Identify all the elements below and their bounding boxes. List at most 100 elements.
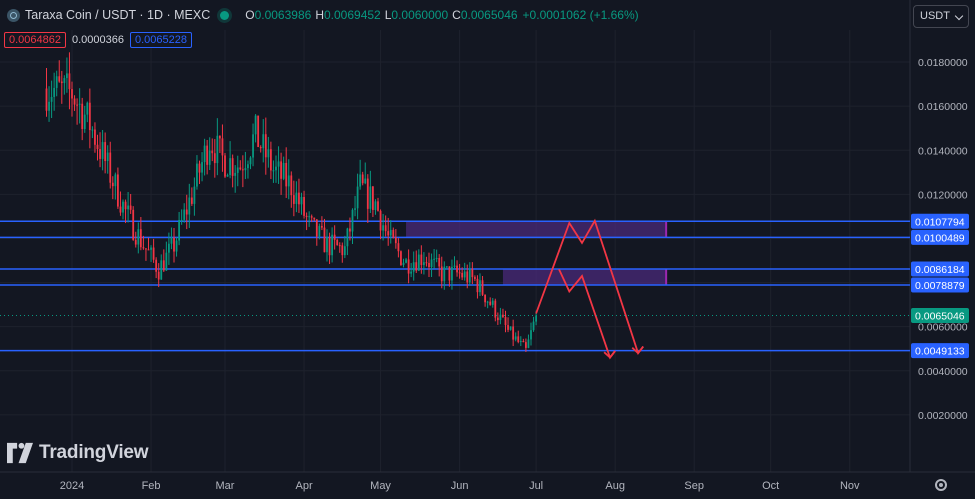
time-tick-label: Sep (684, 480, 704, 492)
candle-body (430, 259, 433, 268)
candle-body (310, 216, 313, 218)
market-status-icon (220, 10, 230, 20)
level-price-tag (911, 277, 969, 293)
sell-price-button[interactable]: 0.0064862 (4, 32, 66, 48)
candle-body (81, 103, 84, 130)
candle-body (303, 196, 305, 216)
candle-body (402, 262, 405, 266)
last-price-label: 0.0065046 (915, 311, 965, 323)
candle-body (463, 271, 466, 278)
candle-body (474, 277, 476, 279)
candle-body (280, 161, 282, 179)
candle-body (190, 197, 193, 204)
time-tick-label: Aug (605, 480, 625, 492)
candle-body (389, 229, 392, 236)
time-tick-label: May (370, 480, 391, 492)
candle-body (326, 237, 328, 253)
candle-body (53, 87, 56, 97)
candle-body (213, 153, 216, 164)
price-zone (502, 268, 667, 286)
projection-arrowhead (631, 345, 644, 355)
candle-body (96, 144, 99, 150)
candle-body (382, 225, 384, 231)
candle-body (400, 251, 402, 266)
candle-body (331, 234, 333, 256)
candle-body (517, 336, 520, 342)
candle-body (351, 209, 354, 232)
candle-body (201, 162, 203, 173)
tradingview-wordmark: TradingView (39, 442, 149, 463)
high-value: 0.0069452 (323, 8, 381, 22)
candle-body (277, 161, 280, 167)
candle-body (122, 201, 124, 213)
candle-body (60, 81, 63, 84)
candle-body (71, 89, 73, 99)
candle-body (139, 229, 142, 248)
candle-body (55, 76, 58, 88)
candle-body (170, 237, 173, 244)
candle-body (343, 246, 346, 256)
candle-body (305, 215, 308, 218)
level-price-label: 0.0100489 (915, 232, 965, 244)
last-price-tag (911, 308, 969, 324)
price-tick-label: 0.0020000 (918, 410, 968, 422)
candle-body (366, 178, 369, 209)
candle-body (162, 260, 165, 271)
close-key: C (452, 8, 461, 22)
candle-body (346, 228, 349, 247)
candle-body (173, 237, 175, 252)
candle-body (147, 249, 150, 251)
candle-body (356, 186, 359, 209)
candle-body (114, 174, 117, 187)
price-tick-label: 0.0180000 (918, 57, 968, 69)
candle-body (318, 225, 321, 237)
candle-body (407, 259, 410, 274)
candle-body (423, 262, 425, 265)
candle-body (137, 229, 140, 245)
candle-body (489, 301, 492, 305)
candle-body (466, 271, 469, 283)
candle-body (387, 231, 390, 236)
candle-body (88, 102, 91, 131)
candle-body (231, 158, 234, 176)
candle-body (384, 225, 387, 232)
candle-body (127, 205, 129, 210)
time-tick-label: Nov (840, 480, 860, 492)
candle-body (471, 268, 474, 278)
candle-body (328, 237, 331, 256)
candle-body (287, 175, 290, 187)
candle-body (456, 265, 458, 273)
price-axis[interactable]: 0.0180000 0.0160000 0.0140000 0.0120000 0.01… (911, 57, 969, 422)
candle-body (359, 174, 362, 187)
candle-body (168, 243, 170, 253)
candle-body (507, 325, 509, 330)
candle-body (519, 341, 522, 343)
level-price-label: 0.0086184 (915, 264, 965, 276)
tradingview-logo[interactable]: TradingView (7, 442, 149, 464)
level-price-tag (911, 261, 969, 277)
candle-body (270, 149, 272, 171)
level-price-tag (911, 213, 969, 229)
candle-body (313, 217, 316, 220)
candle-body (341, 245, 344, 256)
candle-body (45, 88, 48, 111)
candle-body (247, 164, 249, 169)
candle-body (496, 317, 499, 321)
settings-gear-icon[interactable] (935, 479, 947, 491)
candle-body (338, 245, 341, 247)
symbol-title[interactable]: Taraxa Coin / USDT · 1D · MEXC (25, 8, 211, 22)
candle-body (155, 259, 158, 272)
candle-body (48, 101, 50, 111)
candle-body (206, 145, 209, 165)
candles (45, 52, 537, 352)
candle-body (458, 272, 461, 274)
candle-body (514, 336, 517, 340)
time-axis[interactable]: 2024 Feb Mar Apr May Jun Jul Aug Sep Oct Nov (60, 480, 860, 492)
candle-body (438, 257, 441, 267)
open-key: O (245, 8, 255, 22)
low-key: L (384, 8, 392, 22)
candle-body (106, 152, 109, 162)
buy-price-button[interactable]: 0.0065228 (130, 32, 192, 48)
currency-select[interactable]: USDT (913, 5, 969, 28)
